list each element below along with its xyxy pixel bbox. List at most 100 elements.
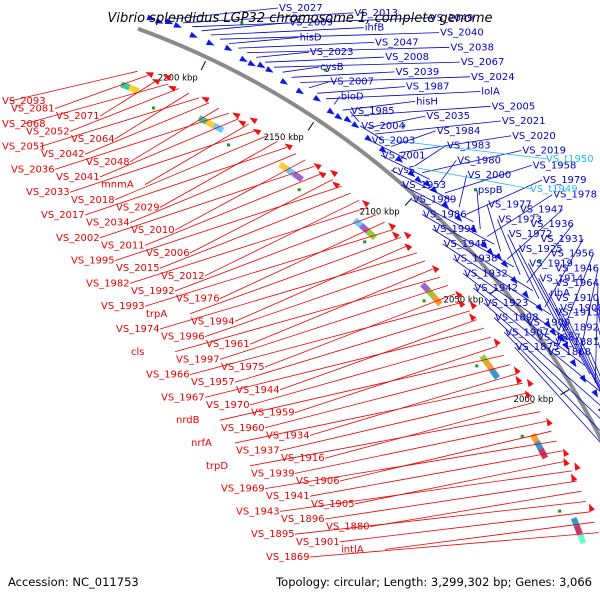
reverse-gene-label: VS_1941 (266, 491, 310, 502)
reverse-gene-arrow (513, 366, 521, 375)
forward-label-leader (390, 169, 453, 201)
reverse-gene-label: VS_1944 (236, 385, 280, 396)
scale-tick (307, 121, 315, 131)
forward-label-leader (548, 292, 600, 392)
reverse-gene-label: VS_1959 (251, 408, 295, 419)
rna-gene-label: VS_t1949 (530, 184, 578, 195)
reverse-label-leader (174, 276, 441, 353)
reverse-label-leader (129, 207, 368, 284)
reverse-label-leader (144, 229, 394, 307)
reverse-label-leader (189, 236, 402, 315)
reverse-label-leader (54, 112, 230, 170)
forward-gene-label: VS_1953 (402, 180, 446, 191)
forward-label-leader (210, 27, 364, 36)
forward-gene-arrow (189, 31, 198, 38)
reverse-label-leader (189, 301, 463, 375)
reverse-gene-arrow (388, 222, 397, 231)
reverse-gene-label: VS_1982 (86, 278, 130, 289)
reverse-label-leader (309, 532, 599, 558)
forward-gene-label: VS_1978 (553, 190, 597, 201)
reverse-label-leader (84, 102, 210, 155)
reverse-gene-label: VS_1996 (161, 332, 205, 343)
forward-label-leader (247, 46, 450, 54)
gene-feature-block (489, 368, 501, 380)
forward-gene-label: VS_2027 (279, 3, 323, 14)
forward-gene-arrow (441, 200, 450, 209)
gene-marker (475, 364, 479, 368)
reverse-gene-label: VS_2017 (41, 210, 85, 221)
forward-gene-arrow (454, 214, 463, 222)
reverse-gene-arrow (431, 265, 440, 273)
reverse-gene-label: VS_1934 (266, 430, 310, 441)
forward-gene-label: VS_1931 (540, 234, 584, 245)
forward-gene-arrow (535, 303, 543, 312)
forward-gene-arrow (295, 87, 304, 95)
reverse-gene-label: VS_1966 (146, 370, 190, 381)
forward-label-leader (201, 22, 289, 32)
scale-tick-label: 2000 kbp (514, 395, 554, 405)
forward-gene-label: VS_2004 (361, 121, 405, 132)
forward-gene-arrow (265, 66, 274, 73)
forward-gene-label: VS_1942 (474, 283, 518, 294)
reverse-gene-label: VS_1993 (101, 301, 145, 312)
forward-label-leader (273, 61, 460, 68)
reverse-label-leader (99, 118, 239, 178)
reverse-gene-label: VS_1869 (266, 552, 310, 563)
reverse-gene-label: VS_1969 (221, 484, 265, 495)
forward-gene-label: VS_1910 (555, 293, 599, 304)
forward-gene-label: ribA (550, 288, 570, 299)
forward-label-leader (558, 307, 600, 390)
reverse-gene-label: nrdB (176, 415, 200, 426)
reverse-gene-label: VS_1976 (176, 294, 220, 305)
forward-label-leader (569, 322, 600, 388)
reverse-gene-label: VS_2052 (26, 126, 70, 137)
forward-gene-label: VS_1984 (437, 126, 481, 137)
label-leaders-layer (9, 7, 600, 558)
reverse-gene-label: VS_2012 (161, 271, 205, 282)
forward-label-leader (265, 56, 385, 63)
forward-gene-label: cysS (392, 165, 415, 176)
map-title: Vibrio splendidus LGP32 chromosome 1, co… (107, 11, 492, 26)
reverse-gene-label: VS_2081 (11, 104, 55, 115)
forward-label-leader (486, 204, 502, 252)
forward-label-leader (350, 105, 491, 117)
forward-gene-arrow (569, 358, 577, 368)
reverse-label-leader (339, 511, 591, 543)
gene-features-layer (120, 14, 600, 545)
gene-feature-block (128, 84, 140, 94)
reverse-gene-arrow (493, 338, 501, 347)
reverse-label-leader (309, 373, 517, 436)
forward-gene-label: VS_1919 (529, 259, 573, 270)
forward-label-leader (444, 164, 532, 194)
forward-gene-label: VS_1923 (485, 298, 529, 309)
forward-gene-label: pspB (478, 185, 503, 196)
forward-gene-label: VS_2039 (396, 67, 440, 78)
forward-gene-arrow (486, 247, 494, 256)
gene-feature-block (212, 123, 225, 133)
gene-marker (363, 240, 367, 244)
gene-marker (538, 259, 542, 263)
forward-label-leader (380, 155, 430, 180)
forward-label-leader (411, 199, 495, 245)
forward-label-leader (391, 130, 436, 147)
forward-gene-arrow (312, 94, 322, 102)
forward-gene-label: VS_1887 (537, 332, 581, 343)
forward-gene-label: VS_1909 (527, 318, 571, 329)
forward-gene-label: VS_2009 (289, 18, 333, 29)
scale-ticks-layer: 2200 kbp 2150 kbp 2100 kbp 2050 kbp 2000 kbp (158, 60, 570, 405)
forward-gene-arrow (146, 14, 155, 21)
forward-gene-label: VS_2024 (471, 72, 515, 83)
forward-label-leader (401, 184, 474, 223)
reverse-gene-arrow (457, 299, 466, 308)
scale-tick (200, 60, 206, 71)
reverse-gene-label: VS_2034 (86, 218, 130, 229)
forward-label-leader (544, 238, 584, 307)
forward-gene-arrow (257, 61, 266, 69)
reverse-label-leader (354, 460, 568, 505)
reverse-gene-arrow (232, 112, 241, 120)
reverse-gene-label: VS_1905 (311, 499, 355, 510)
forward-label-leader (473, 287, 600, 392)
scale-tick (560, 389, 570, 396)
reverse-gene-arrow (252, 128, 262, 136)
forward-gene-label: VS_2021 (502, 116, 546, 127)
